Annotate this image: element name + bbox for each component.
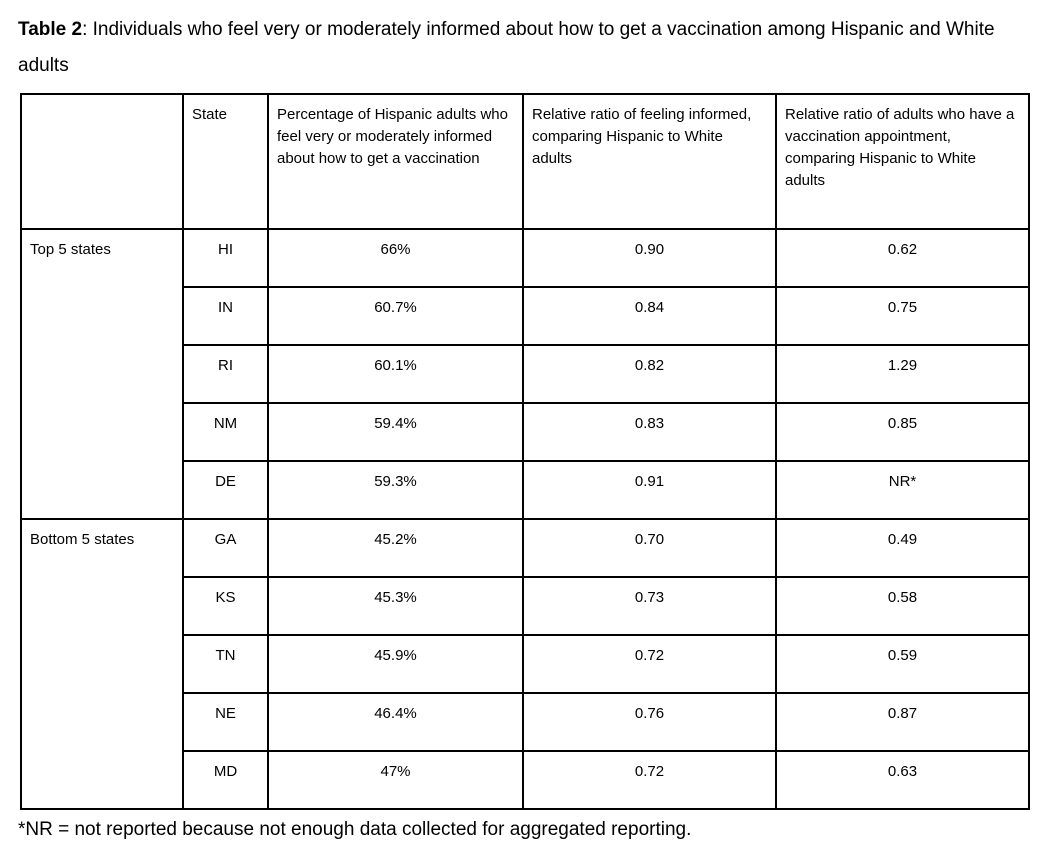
cell-ratio-informed: 0.90 [522,228,777,288]
header-pct: Percentage of Hispanic adults who feel v… [267,93,524,230]
cell-pct: 60.1% [267,344,524,404]
cell-pct: 45.3% [267,576,524,636]
cell-pct: 47% [267,750,524,810]
cell-state: NE [182,692,269,752]
cell-state: KS [182,576,269,636]
cell-ratio-appointment: 0.49 [775,518,1030,578]
table-row: TN 45.9% 0.72 0.59 [21,634,1030,694]
cell-ratio-informed: 0.84 [522,286,777,346]
cell-state: GA [182,518,269,578]
header-row: State Percentage of Hispanic adults who … [20,93,1030,230]
cell-pct: 59.3% [267,460,524,520]
cell-state: RI [182,344,269,404]
table-row: Bottom 5 states GA 45.2% 0.70 0.49 [20,518,1030,810]
table-row: RI 60.1% 0.82 1.29 [21,344,1030,404]
cell-state: IN [182,286,269,346]
table-row: NM 59.4% 0.83 0.85 [21,402,1030,462]
cell-pct: 45.9% [267,634,524,694]
cell-ratio-informed: 0.91 [522,460,777,520]
header-state: State [182,93,269,230]
cell-state: NM [182,402,269,462]
cell-ratio-informed: 0.83 [522,402,777,462]
cell-ratio-appointment: 1.29 [775,344,1030,404]
cell-pct: 60.7% [267,286,524,346]
cell-ratio-informed: 0.76 [522,692,777,752]
table-title-text: : Individuals who feel very or moderatel… [18,19,995,76]
cell-ratio-informed: 0.73 [522,576,777,636]
cell-pct: 46.4% [267,692,524,752]
header-ratio-informed: Relative ratio of feeling informed, comp… [522,93,777,230]
table-row: KS 45.3% 0.73 0.58 [21,576,1030,636]
cell-state: DE [182,460,269,520]
cell-state: MD [182,750,269,810]
cell-pct: 45.2% [267,518,524,578]
cell-ratio-appointment: 0.62 [775,228,1030,288]
cell-ratio-appointment: 0.85 [775,402,1030,462]
table-title: Table 2: Individuals who feel very or mo… [18,12,1028,84]
group-label-bottom5: Bottom 5 states [20,518,184,810]
cell-ratio-appointment: NR* [775,460,1030,520]
cell-ratio-informed: 0.72 [522,750,777,810]
cell-ratio-informed: 0.70 [522,518,777,578]
table-row: IN 60.7% 0.84 0.75 [21,286,1030,346]
cell-ratio-appointment: 0.63 [775,750,1030,810]
cell-state: TN [182,634,269,694]
cell-pct: 59.4% [267,402,524,462]
cell-ratio-appointment: 0.58 [775,576,1030,636]
table-row: Top 5 states HI 66% 0.90 0.62 [20,228,1030,520]
table-row: MD 47% 0.72 0.63 [21,750,1030,810]
cell-state: HI [182,228,269,288]
cell-ratio-appointment: 0.75 [775,286,1030,346]
group-label-top5: Top 5 states [20,228,184,520]
cell-pct: 66% [267,228,524,288]
header-empty-cell [20,93,184,230]
table-row: NE 46.4% 0.76 0.87 [21,692,1030,752]
cell-ratio-appointment: 0.87 [775,692,1030,752]
informed-states-table: State Percentage of Hispanic adults who … [20,93,1030,810]
cell-ratio-informed: 0.82 [522,344,777,404]
cell-ratio-appointment: 0.59 [775,634,1030,694]
cell-ratio-informed: 0.72 [522,634,777,694]
header-ratio-appointment: Relative ratio of adults who have a vacc… [775,93,1030,230]
table-row: DE 59.3% 0.91 NR* [21,460,1030,520]
footnote: *NR = not reported because not enough da… [18,819,692,840]
table-title-label: Table 2 [18,19,83,40]
